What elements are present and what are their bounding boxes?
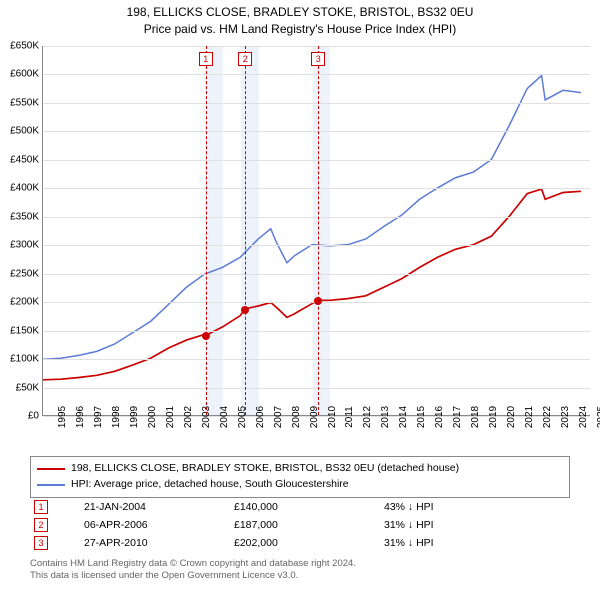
y-axis-label: £50K: [16, 382, 39, 393]
chart-container: 198, ELLICKS CLOSE, BRADLEY STOKE, BRIST…: [0, 0, 600, 590]
events-table: 1 21-JAN-2004£140,00043% ↓ HPI 2 06-APR-200…: [30, 498, 570, 552]
event-diff: 43% ↓ HPI: [380, 498, 570, 516]
event-diff: 31% ↓ HPI: [380, 516, 570, 534]
gridline: [43, 245, 590, 246]
footer: Contains HM Land Registry data © Crown c…: [30, 558, 570, 583]
legend-swatch: [37, 468, 65, 470]
y-axis-label: £400K: [10, 183, 39, 194]
event-price: £202,000: [230, 534, 380, 552]
footer-line-2: This data is licensed under the Open Gov…: [30, 570, 570, 582]
y-axis-label: £150K: [10, 325, 39, 336]
y-axis-label: £0: [28, 411, 39, 422]
title-block: 198, ELLICKS CLOSE, BRADLEY STOKE, BRIST…: [0, 0, 600, 38]
event-marker: 3: [311, 52, 325, 66]
gridline: [43, 388, 590, 389]
legend-label: 198, ELLICKS CLOSE, BRADLEY STOKE, BRIST…: [71, 461, 459, 477]
legend-row: HPI: Average price, detached house, Sout…: [37, 477, 563, 493]
gridline: [43, 46, 590, 47]
y-axis-label: £500K: [10, 126, 39, 137]
sale-point: [241, 306, 249, 314]
event-date: 27-APR-2010: [80, 534, 230, 552]
legend: 198, ELLICKS CLOSE, BRADLEY STOKE, BRIST…: [30, 456, 570, 498]
y-axis-label: £650K: [10, 41, 39, 52]
y-axis-label: £200K: [10, 297, 39, 308]
gridline: [43, 274, 590, 275]
event-row: 2 06-APR-2006£187,00031% ↓ HPI: [30, 516, 570, 534]
gridline: [43, 331, 590, 332]
gridline: [43, 103, 590, 104]
event-marker-box: 2: [34, 518, 48, 532]
gridline: [43, 217, 590, 218]
event-line: [206, 46, 207, 415]
event-date: 21-JAN-2004: [80, 498, 230, 516]
sale-point: [202, 332, 210, 340]
chart-plot-area: £0£50K£100K£150K£200K£250K£300K£350K£400…: [42, 46, 590, 416]
gridline: [43, 131, 590, 132]
event-diff: 31% ↓ HPI: [380, 534, 570, 552]
title-line-1: 198, ELLICKS CLOSE, BRADLEY STOKE, BRIST…: [0, 4, 600, 21]
event-row: 1 21-JAN-2004£140,00043% ↓ HPI: [30, 498, 570, 516]
event-marker-box: 3: [34, 536, 48, 550]
gridline: [43, 74, 590, 75]
y-axis-label: £600K: [10, 69, 39, 80]
title-line-2: Price paid vs. HM Land Registry's House …: [0, 21, 600, 38]
gridline: [43, 188, 590, 189]
gridline: [43, 359, 590, 360]
y-axis-label: £300K: [10, 240, 39, 251]
sale-point: [314, 297, 322, 305]
x-axis-label: 2025: [582, 406, 600, 428]
legend-label: HPI: Average price, detached house, Sout…: [71, 477, 349, 493]
event-date: 06-APR-2006: [80, 516, 230, 534]
y-axis-label: £250K: [10, 268, 39, 279]
y-axis-label: £350K: [10, 211, 39, 222]
event-price: £187,000: [230, 516, 380, 534]
legend-row: 198, ELLICKS CLOSE, BRADLEY STOKE, BRIST…: [37, 461, 563, 477]
event-line: [245, 46, 246, 415]
footer-line-1: Contains HM Land Registry data © Crown c…: [30, 558, 570, 570]
event-marker: 2: [238, 52, 252, 66]
event-marker-box: 1: [34, 500, 48, 514]
y-axis-label: £550K: [10, 97, 39, 108]
event-marker: 1: [199, 52, 213, 66]
event-row: 3 27-APR-2010£202,00031% ↓ HPI: [30, 534, 570, 552]
event-line: [318, 46, 319, 415]
event-price: £140,000: [230, 498, 380, 516]
gridline: [43, 160, 590, 161]
y-axis-label: £450K: [10, 154, 39, 165]
legend-swatch: [37, 484, 65, 486]
y-axis-label: £100K: [10, 354, 39, 365]
